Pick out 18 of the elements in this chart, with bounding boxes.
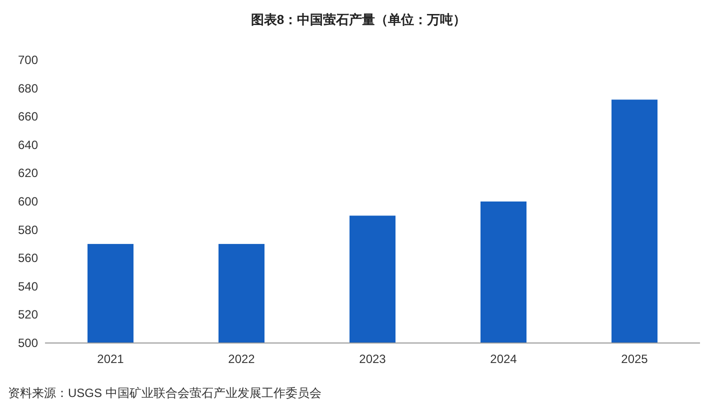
y-tick-label: 600 — [18, 194, 38, 208]
y-tick-label: 620 — [18, 166, 38, 180]
y-tick-label: 540 — [18, 279, 38, 294]
x-tick-label: 2021 — [97, 352, 124, 366]
y-tick-label: 680 — [18, 81, 38, 96]
y-tick-label: 580 — [18, 222, 38, 237]
y-tick-label: 500 — [18, 336, 38, 350]
y-tick-label: 560 — [18, 251, 38, 266]
y-tick-label: 700 — [18, 53, 38, 67]
x-tick-label: 2023 — [359, 352, 386, 366]
x-tick-label: 2022 — [228, 352, 256, 366]
y-tick-label: 640 — [18, 138, 38, 152]
x-tick-label: 2024 — [490, 352, 518, 366]
x-tick-label: 2025 — [621, 352, 648, 366]
y-tick-label: 660 — [18, 110, 38, 124]
text: 资料来源：USGS 中国矿业联合会萤石产业发展工作委员会 — [8, 386, 322, 400]
chart-title: 图表8：中国萤石产量（单位：万吨） — [250, 12, 466, 27]
y-tick-label: 520 — [18, 308, 38, 322]
